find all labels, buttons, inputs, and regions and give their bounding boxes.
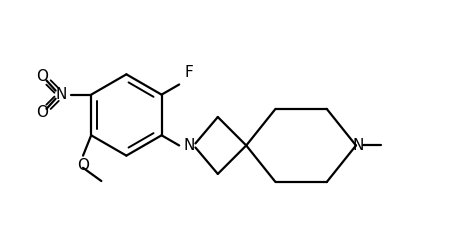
Text: N: N	[55, 87, 66, 102]
Text: O: O	[37, 69, 48, 84]
Text: O: O	[77, 158, 89, 173]
Text: O: O	[37, 106, 48, 120]
Text: N: N	[352, 138, 364, 153]
Text: F: F	[184, 65, 193, 80]
Text: N: N	[184, 138, 195, 153]
